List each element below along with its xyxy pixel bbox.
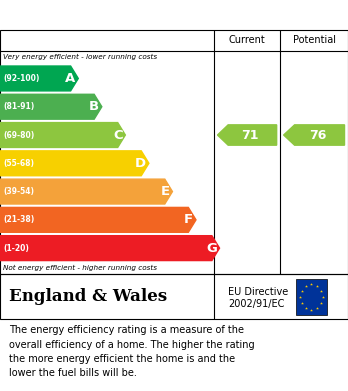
Text: (81-91): (81-91) (3, 102, 35, 111)
Text: Current: Current (229, 36, 266, 45)
Polygon shape (0, 66, 78, 91)
Text: (69-80): (69-80) (3, 131, 35, 140)
Text: G: G (206, 242, 217, 255)
Text: E: E (160, 185, 170, 198)
Text: (39-54): (39-54) (3, 187, 34, 196)
Text: EU Directive: EU Directive (228, 287, 288, 296)
Text: 2002/91/EC: 2002/91/EC (228, 299, 284, 309)
Text: Energy Efficiency Rating: Energy Efficiency Rating (9, 7, 211, 23)
Text: (1-20): (1-20) (3, 244, 29, 253)
Text: The energy efficiency rating is a measure of the
overall efficiency of a home. T: The energy efficiency rating is a measur… (9, 325, 254, 378)
Text: (21-38): (21-38) (3, 215, 35, 224)
Text: Not energy efficient - higher running costs: Not energy efficient - higher running co… (3, 265, 158, 271)
Text: B: B (89, 100, 99, 113)
Bar (296, 280, 327, 314)
Text: 71: 71 (242, 129, 259, 142)
Polygon shape (284, 125, 345, 145)
Polygon shape (0, 207, 196, 232)
Text: F: F (184, 213, 193, 226)
Polygon shape (0, 151, 149, 176)
Polygon shape (0, 94, 102, 119)
Polygon shape (0, 122, 125, 147)
Text: 76: 76 (309, 129, 326, 142)
Polygon shape (0, 236, 220, 260)
Text: C: C (113, 129, 122, 142)
Polygon shape (218, 125, 277, 145)
Text: D: D (135, 157, 146, 170)
Polygon shape (0, 179, 173, 204)
Text: A: A (65, 72, 76, 85)
Text: (55-68): (55-68) (3, 159, 34, 168)
Text: (92-100): (92-100) (3, 74, 40, 83)
Text: England & Wales: England & Wales (9, 289, 167, 305)
Text: Potential: Potential (293, 36, 335, 45)
Text: Very energy efficient - lower running costs: Very energy efficient - lower running co… (3, 54, 158, 60)
